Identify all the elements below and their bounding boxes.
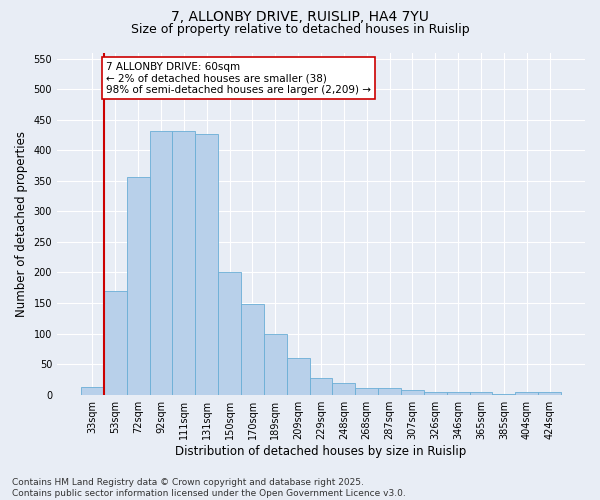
Bar — [264, 334, 287, 394]
Bar — [241, 304, 264, 394]
Text: 7, ALLONBY DRIVE, RUISLIP, HA4 7YU: 7, ALLONBY DRIVE, RUISLIP, HA4 7YU — [171, 10, 429, 24]
Bar — [149, 132, 172, 394]
Bar — [378, 388, 401, 394]
X-axis label: Distribution of detached houses by size in Ruislip: Distribution of detached houses by size … — [175, 444, 467, 458]
Bar — [470, 392, 493, 394]
Bar — [287, 358, 310, 395]
Bar — [127, 176, 149, 394]
Bar — [104, 291, 127, 395]
Bar — [515, 392, 538, 394]
Text: Contains HM Land Registry data © Crown copyright and database right 2025.
Contai: Contains HM Land Registry data © Crown c… — [12, 478, 406, 498]
Text: Size of property relative to detached houses in Ruislip: Size of property relative to detached ho… — [131, 22, 469, 36]
Bar — [218, 272, 241, 394]
Bar — [447, 392, 470, 394]
Bar — [355, 388, 378, 394]
Text: 7 ALLONBY DRIVE: 60sqm
← 2% of detached houses are smaller (38)
98% of semi-deta: 7 ALLONBY DRIVE: 60sqm ← 2% of detached … — [106, 62, 371, 95]
Bar — [332, 383, 355, 394]
Y-axis label: Number of detached properties: Number of detached properties — [15, 130, 28, 316]
Bar — [538, 392, 561, 394]
Bar — [310, 378, 332, 394]
Bar — [424, 392, 447, 394]
Bar — [81, 387, 104, 394]
Bar — [172, 132, 196, 394]
Bar — [401, 390, 424, 394]
Bar — [196, 134, 218, 394]
